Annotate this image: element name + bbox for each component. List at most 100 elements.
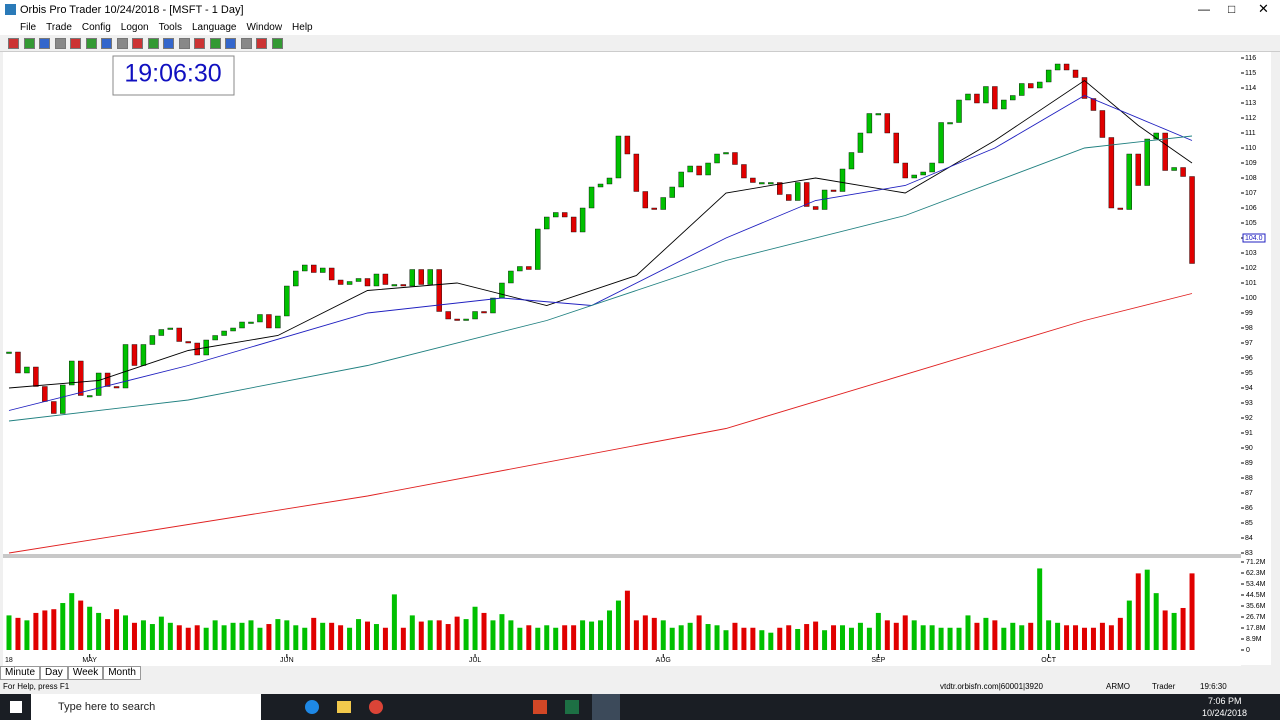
explorer-icon[interactable] (337, 701, 351, 713)
candle-body (669, 186, 675, 198)
toolbar-button[interactable] (147, 38, 159, 49)
menu-item[interactable]: Tools (158, 22, 182, 33)
volume-bar (1064, 625, 1070, 650)
candle-body (364, 278, 371, 287)
y-tick-label: 116 (1245, 55, 1256, 62)
volume-tick-label: 44.5M (1246, 592, 1266, 599)
volume-bar (606, 610, 612, 650)
y-tick-label: 105 (1245, 220, 1257, 227)
powerpoint-icon[interactable] (533, 700, 547, 714)
y-tick-label: 93 (1245, 400, 1253, 407)
menu-item[interactable]: Help (292, 22, 313, 33)
volume-bar (1162, 610, 1168, 650)
interval-tabs: Minute Day Week Month (0, 666, 141, 680)
volume-bar (1019, 625, 1025, 650)
toolbar-button[interactable] (39, 38, 50, 49)
volume-bar (463, 619, 469, 650)
volume-bar (167, 622, 173, 650)
volume-bar (78, 600, 84, 650)
toolbar-button[interactable] (23, 38, 35, 49)
volume-bar (212, 620, 218, 650)
toolbar-button[interactable] (70, 38, 81, 49)
menu-item[interactable]: Logon (120, 22, 149, 33)
candle-body (77, 360, 84, 396)
y-tick-label: 94 (1245, 385, 1253, 392)
toolbar-button[interactable] (85, 38, 97, 49)
month-label: AUG (656, 657, 671, 664)
candle-body (768, 182, 774, 185)
volume-bar (633, 620, 639, 650)
volume-bar (51, 609, 57, 650)
volume-bar (956, 627, 962, 650)
chrome-icon[interactable] (369, 700, 383, 714)
candle-body (570, 216, 577, 233)
candle-body (185, 341, 191, 344)
volume-bar (6, 615, 12, 650)
toolbar-button[interactable] (209, 38, 221, 49)
candle-body (1010, 95, 1016, 101)
candle-body (319, 267, 326, 273)
toolbar-button[interactable] (116, 38, 128, 49)
interval-tab[interactable]: Day (40, 666, 68, 680)
menu-item[interactable]: Language (191, 22, 237, 33)
toolbar-button[interactable] (240, 38, 252, 49)
edge-icon[interactable] (305, 700, 319, 714)
volume-bar (203, 627, 209, 650)
volume-bar (615, 600, 621, 650)
search-box[interactable]: Type here to search (31, 694, 261, 720)
volume-bar (1144, 569, 1150, 650)
volume-bar (929, 625, 935, 650)
candle-body (1171, 167, 1177, 171)
volume-bar (902, 615, 908, 650)
toolbar-button[interactable] (225, 38, 236, 49)
candle-body (812, 206, 819, 210)
interval-tab[interactable]: Minute (0, 666, 41, 680)
candle-body (705, 162, 711, 176)
menu-item[interactable]: File (20, 22, 37, 33)
toolbar-button[interactable] (163, 38, 174, 49)
candle-body (875, 113, 882, 116)
minimize-button[interactable]: — (1198, 2, 1210, 16)
y-tick-label: 99 (1245, 310, 1253, 317)
y-tick-label: 108 (1245, 175, 1257, 182)
interval-tab[interactable]: Week (67, 666, 104, 680)
volume-bar (804, 624, 810, 650)
toolbar-button[interactable] (8, 38, 19, 49)
toolbar-button[interactable] (271, 38, 283, 49)
excel-icon[interactable] (565, 700, 579, 714)
toolbar-button[interactable] (178, 38, 190, 49)
volume-tick-label: 17.8M (1246, 625, 1266, 632)
y-tick-label: 115 (1245, 70, 1256, 77)
toolbar-button[interactable] (256, 38, 267, 49)
interval-tab[interactable]: Month (103, 666, 141, 680)
volume-bar (257, 627, 263, 650)
title-bar: Orbis Pro Trader 10/24/2018 - [MSFT - 1 … (0, 0, 1280, 20)
toolbar-button[interactable] (54, 38, 66, 49)
volume-tick-label: 26.7M (1246, 614, 1266, 621)
menu-item[interactable]: Config (81, 22, 111, 33)
volume-bar (750, 627, 756, 650)
candle-body (275, 315, 281, 329)
candle-body (508, 270, 514, 284)
menu-item[interactable]: Trade (46, 22, 72, 33)
toolbar-button[interactable] (194, 38, 205, 49)
close-button[interactable]: ✕ (1258, 1, 1269, 16)
volume-tick-label: 71.2M (1246, 559, 1266, 566)
candle-body (803, 182, 810, 207)
y-tick-label: 85 (1245, 520, 1253, 527)
candle-body (786, 194, 792, 201)
maximize-button[interactable]: □ (1228, 2, 1236, 16)
toolbar-button[interactable] (132, 38, 143, 49)
toolbar-button[interactable] (101, 38, 112, 49)
volume-tick-label: 53.4M (1246, 581, 1266, 588)
y-tick-label: 100 (1245, 295, 1257, 302)
volume-bar (60, 603, 66, 650)
candle-body (104, 372, 111, 387)
start-button[interactable] (10, 701, 22, 713)
candle-body (176, 327, 182, 342)
volume-bar (1126, 600, 1132, 650)
menu-item[interactable]: Window (246, 22, 283, 33)
y-tick-label: 109 (1245, 160, 1257, 167)
clock-box (112, 55, 235, 96)
orbis-task[interactable] (592, 694, 620, 720)
